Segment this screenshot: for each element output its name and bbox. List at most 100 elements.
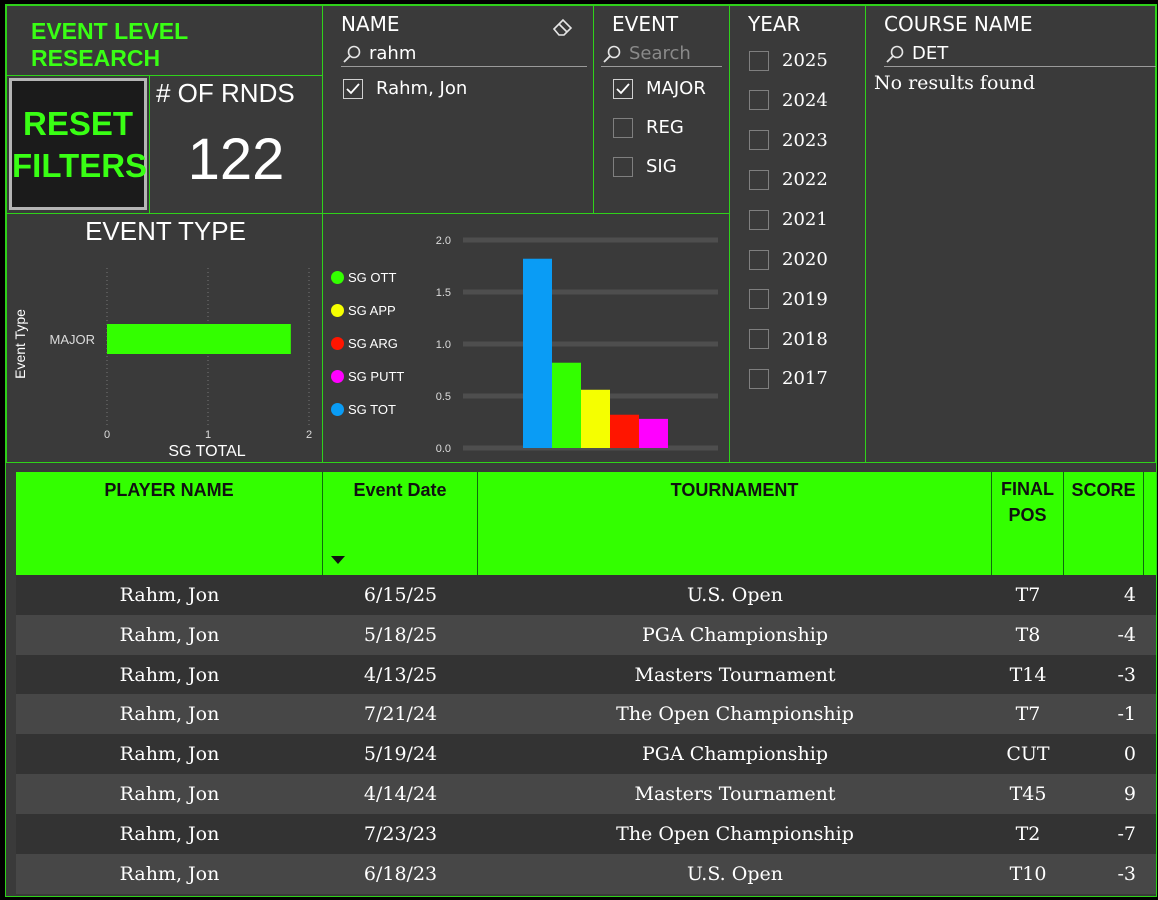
cell-player: Rahm, Jon — [119, 743, 220, 766]
cell-date: 6/15/25 — [363, 584, 438, 606]
bar-sg-arg[interactable] — [610, 414, 639, 448]
year-option-2018[interactable]: 2018 — [749, 329, 828, 350]
year-option-label: 2023 — [782, 129, 828, 151]
checkbox[interactable] — [613, 117, 633, 138]
col-header-final-pos[interactable]: FINAL POS — [992, 472, 1064, 575]
cell-tournament: Masters Tournament — [634, 783, 836, 805]
bar-sg-ott[interactable] — [552, 362, 581, 448]
event-option-reg[interactable]: REG — [613, 117, 684, 138]
cell-date: 4/14/24 — [363, 783, 438, 805]
legend-item-sg-arg[interactable]: SG ARG — [331, 336, 398, 351]
checkbox[interactable] — [749, 329, 769, 350]
course-slicer: COURSE NAME DET No results found — [865, 5, 1156, 463]
table-row[interactable]: Rahm, Jon 5/18/25 PGA Championship T8 -4 — [16, 614, 1156, 655]
cell-tournament: PGA Championship — [642, 623, 828, 646]
checkmark-icon — [346, 82, 360, 94]
bar-sg-putt[interactable] — [639, 418, 668, 448]
checkbox[interactable] — [749, 90, 769, 111]
checkbox[interactable] — [749, 209, 769, 230]
event-option-sig[interactable]: SIG — [613, 156, 677, 177]
search-icon — [343, 45, 361, 63]
name-option-rahm[interactable]: Rahm, Jon — [343, 78, 467, 99]
legend-dot-icon — [331, 403, 344, 416]
year-option-2019[interactable]: 2019 — [749, 289, 828, 310]
reset-panel: RESET FILTERS — [6, 75, 150, 214]
checkbox[interactable] — [749, 169, 769, 190]
course-empty-text: No results found — [874, 72, 1036, 94]
legend-dot-icon — [331, 337, 344, 350]
legend-item-sg-app[interactable]: SG APP — [331, 303, 396, 318]
rounds-kpi-label: # OF RNDS — [156, 78, 295, 108]
year-option-2022[interactable]: 2022 — [749, 169, 828, 190]
cell-score: -3 — [1117, 862, 1136, 885]
table-row[interactable]: Rahm, Jon 4/14/24 Masters Tournament T45 9 — [16, 774, 1156, 814]
event-option-label: REG — [646, 117, 684, 138]
eraser-icon[interactable] — [551, 15, 575, 37]
rounds-kpi-card: # OF RNDS 122 — [149, 75, 323, 214]
year-option-label: 2025 — [782, 50, 828, 71]
year-option-2024[interactable]: 2024 — [749, 90, 828, 111]
y-tick-label: MAJOR — [50, 332, 96, 347]
name-search-box[interactable]: rahm — [341, 41, 587, 67]
checkbox[interactable] — [343, 78, 363, 99]
checkbox[interactable] — [749, 50, 769, 71]
event-search-placeholder[interactable]: Search — [629, 43, 691, 64]
legend-item-sg-ott[interactable]: SG OTT — [331, 270, 396, 285]
col-header-player[interactable]: PLAYER NAME — [16, 472, 323, 575]
checkbox[interactable] — [749, 289, 769, 310]
bar-major[interactable] — [107, 324, 291, 354]
reset-filters-button[interactable]: RESET FILTERS — [9, 78, 147, 210]
event-option-major[interactable]: MAJOR — [613, 78, 706, 99]
cell-date: 7/23/23 — [363, 822, 438, 845]
year-option-label: 2021 — [782, 209, 828, 231]
col-header-score[interactable]: SCORE — [1064, 472, 1144, 575]
checkbox[interactable] — [749, 249, 769, 270]
y-tick-label: 1.0 — [436, 339, 451, 351]
col-header-date[interactable]: Event Date — [323, 472, 478, 575]
event-option-label: SIG — [646, 156, 677, 177]
bar-sg-app[interactable] — [581, 389, 610, 448]
table-row[interactable]: Rahm, Jon 6/18/23 U.S. Open T10 -3 — [16, 853, 1156, 894]
cell-player: Rahm, Jon — [119, 663, 220, 686]
year-option-2020[interactable]: 2020 — [749, 249, 828, 270]
cell-player: Rahm, Jon — [119, 623, 220, 646]
checkbox[interactable] — [749, 368, 769, 389]
name-slicer-title: NAME — [341, 12, 400, 36]
cell-tournament: The Open Championship — [616, 703, 854, 726]
checkbox[interactable] — [613, 78, 633, 99]
legend-item-sg-putt[interactable]: SG PUTT — [331, 369, 404, 384]
sort-desc-icon[interactable] — [331, 556, 345, 566]
name-search-input[interactable]: rahm — [369, 43, 417, 64]
legend-item-sg-tot[interactable]: SG TOT — [331, 402, 396, 417]
event-type-chart: 0 1 2 MAJOR SG TOTAL Event Type — [12, 268, 312, 460]
course-search-input[interactable]: DET — [912, 43, 949, 64]
col-header-tournament-label: TOURNAMENT — [670, 480, 799, 500]
table-row[interactable]: Rahm, Jon 7/21/24 The Open Championship T7 -… — [16, 694, 1156, 735]
year-option-2023[interactable]: 2023 — [749, 130, 828, 151]
cell-score: 9 — [1123, 783, 1136, 805]
table-row[interactable]: Rahm, Jon 6/15/25 U.S. Open T7 4 — [16, 575, 1156, 615]
year-option-label: 2022 — [782, 169, 828, 191]
table-row[interactable]: Rahm, Jon 7/23/23 The Open Championship T2 -… — [16, 813, 1156, 854]
legend-label: SG ARG — [348, 336, 398, 351]
x-tick-label: 0 — [104, 429, 110, 441]
year-option-label: 2017 — [782, 368, 828, 390]
event-search-box[interactable]: Search — [601, 41, 722, 67]
cell-date: 5/19/24 — [363, 743, 438, 766]
cell-tournament: The Open Championship — [616, 822, 854, 845]
y-axis-label: Event Type — [12, 309, 28, 379]
bar-sg-tot[interactable] — [523, 258, 552, 448]
year-option-2021[interactable]: 2021 — [749, 209, 828, 230]
cell-date: 4/13/25 — [363, 663, 438, 686]
year-option-2025[interactable]: 2025 — [749, 50, 828, 71]
table-row[interactable]: Rahm, Jon 4/13/25 Masters Tournament T14 -3 — [16, 654, 1156, 695]
table-row[interactable]: Rahm, Jon 5/19/24 PGA Championship CUT 0 — [16, 734, 1156, 775]
year-option-2017[interactable]: 2017 — [749, 368, 828, 389]
legend-dot-icon — [331, 304, 344, 317]
col-header-tournament[interactable]: TOURNAMENT — [478, 472, 992, 575]
checkbox[interactable] — [613, 156, 633, 177]
course-search-box[interactable]: DET — [884, 41, 1156, 67]
cell-pos: T7 — [1015, 584, 1041, 606]
legend-label: SG PUTT — [348, 369, 405, 384]
checkbox[interactable] — [749, 130, 769, 151]
